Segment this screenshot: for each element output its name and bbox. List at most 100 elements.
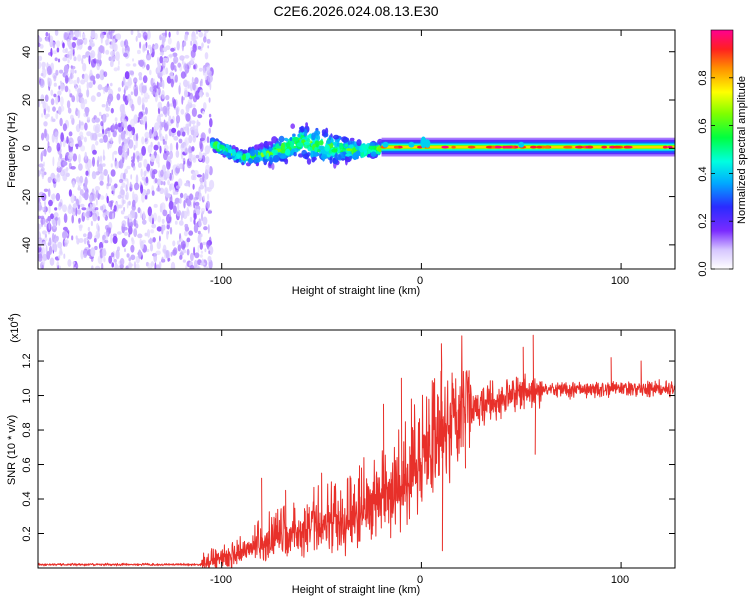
heatmap-cell [58,157,61,162]
heatmap-cell [174,197,180,205]
heatmap-cell [90,220,93,227]
heatmap-cell [191,107,197,118]
heatmap-cell [78,119,81,129]
heatmap-cell [58,106,62,115]
heatmap-cell [119,104,125,114]
spectrogram-y-tick-label: -20 [21,189,33,205]
heatmap-cell [54,237,59,243]
heatmap-cell [130,244,135,253]
heatmap-cell [54,174,59,183]
spectrogram-y-tick-label: 40 [21,46,33,58]
heatmap-cell [113,67,119,72]
heatmap-cell [167,179,170,186]
heatmap-cell [349,137,355,142]
heatmap-cell [164,140,167,145]
heatmap-cell [183,199,186,209]
heatmap-cell [139,41,142,49]
heatmap-cell [141,176,146,181]
heatmap-cell [95,189,99,199]
heatmap-cell [128,233,131,238]
heatmap-cell [73,56,77,62]
heatmap-cell [304,153,309,160]
heatmap-cell [123,142,128,152]
heatmap-cell [164,122,168,132]
colorbar: 0.0 0.2 0.4 0.6 0.8 Normalized spectral … [697,29,748,277]
heatmap-cell [149,243,154,252]
heatmap-cell [136,133,139,142]
heatmap-cell [38,238,42,248]
heatmap-cell [106,195,109,204]
snr-ticks [38,330,675,568]
heatmap-cell [72,180,75,188]
heatmap-cell [269,156,273,165]
heatmap-cell [61,165,63,170]
heatmap-cell [171,169,174,175]
heatmap-cell [162,67,167,76]
heatmap-cell [195,30,199,35]
heatmap-cell [121,220,127,228]
heatmap-cell [103,256,106,263]
snr-series-line [38,334,675,568]
heatmap-cell [201,42,204,48]
heatmap-cell [188,134,193,144]
heatmap-cell [49,257,55,266]
heatmap-cell [204,172,209,180]
heatmap-cell [176,209,182,217]
heatmap-cell [112,38,116,48]
heatmap-cell [167,37,172,45]
heatmap-cell [163,144,169,152]
heatmap-cell [40,73,44,77]
heatmap-cell [56,160,61,169]
heatmap-cell [85,211,91,219]
heatmap-cell [116,93,121,101]
heatmap-cell [143,92,149,100]
heatmap-cell [175,114,181,124]
heatmap-cell [86,131,92,137]
heatmap-cell [231,148,236,157]
heatmap-cell [144,107,148,115]
heatmap-cell [113,183,118,189]
heatmap-cell [176,40,180,51]
heatmap-cell [165,250,169,259]
heatmap-cell [95,73,100,79]
heatmap-cell [166,224,170,230]
heatmap-cell [204,70,208,81]
heatmap-cell [199,254,203,258]
heatmap-cell [207,210,212,214]
heatmap-cell [156,178,162,186]
heatmap-cell [128,200,131,206]
heatmap-cell [90,59,97,68]
heatmap-cell [58,216,61,226]
heatmap-cell [126,253,130,258]
heatmap-cell [108,255,113,264]
heatmap-cell [157,62,161,72]
heatmap-cell [194,252,200,259]
heatmap-cell [107,226,110,233]
heatmap-cell [75,107,78,112]
heatmap-cell [62,204,67,213]
heatmap-cell [76,38,81,46]
heatmap-cell [195,154,200,159]
heatmap-cell [88,244,91,248]
heatmap-cell [278,135,285,143]
figure-title: C2E6.2026.024.08.13.E30 [273,3,438,19]
heatmap-cell [41,258,46,266]
heatmap-cell [158,170,161,178]
heatmap-cell [203,178,207,188]
heatmap-cell [185,264,188,269]
heatmap-cell [179,252,184,256]
heatmap-cell [318,140,324,146]
heatmap-cell [175,150,180,158]
heatmap-cell [191,76,194,84]
heatmap-cell [196,174,202,178]
heatmap-cell [131,159,135,163]
heatmap-cell [222,151,228,156]
heatmap-cell [191,36,196,42]
heatmap-cell [50,47,53,57]
heatmap-cell [58,255,61,259]
heatmap-cell [71,41,76,49]
heatmap-cell [97,215,100,221]
heatmap-cell [207,255,212,263]
heatmap-cell [140,116,146,125]
spectrogram-ticks [38,30,675,269]
